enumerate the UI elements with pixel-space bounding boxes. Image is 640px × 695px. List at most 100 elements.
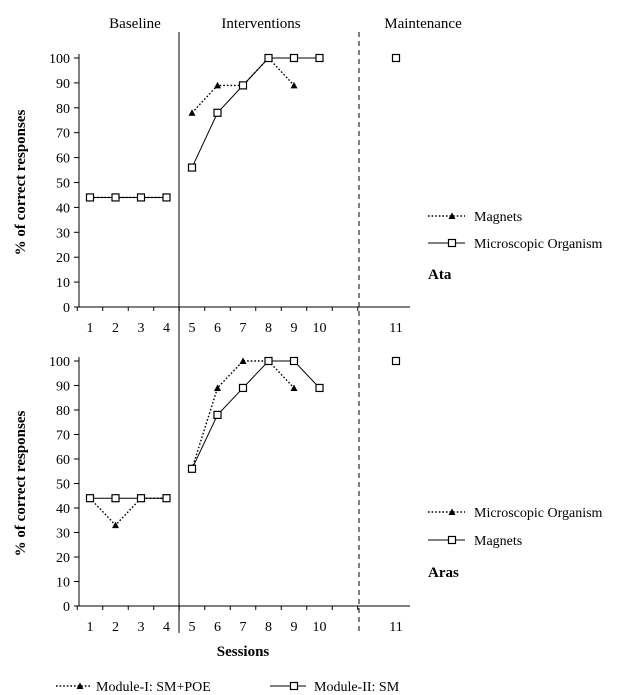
square-marker xyxy=(213,410,222,419)
square-marker xyxy=(85,494,95,503)
triangle-marker xyxy=(290,81,298,89)
participant-name: Aras xyxy=(428,565,459,581)
square-marker xyxy=(447,535,457,545)
square-marker xyxy=(238,81,248,90)
bottom-legend: Module-I: SM+POE Module-II: SM xyxy=(56,680,400,695)
square-marker xyxy=(187,163,197,172)
triangle-marker xyxy=(188,109,196,116)
x-tick-label: 5 xyxy=(189,620,196,635)
square-marker xyxy=(136,193,146,202)
y-tick-label: 10 xyxy=(56,276,70,291)
y-tick-label: 20 xyxy=(56,551,70,566)
panel-ata: 0 10 20 30 40 50 60 70 80 90 100 1 2 3 4 5 6 7 8 9 10 11 % of … xyxy=(13,52,603,336)
legend-entry: Microscopic Organism xyxy=(428,506,603,521)
x-tick-label: 4 xyxy=(163,620,170,635)
square-marker xyxy=(136,494,146,503)
y-tick-label: 70 xyxy=(56,127,70,142)
x-tick-label: 2 xyxy=(112,321,119,336)
square-marker xyxy=(391,53,401,63)
square-marker xyxy=(289,53,299,63)
triangle-marker xyxy=(76,682,84,689)
participant-name: Ata xyxy=(428,267,452,283)
y-tick-label: 60 xyxy=(56,152,70,167)
y-tick-label: 50 xyxy=(56,478,70,493)
x-tick-label: 9 xyxy=(291,620,298,635)
y-tick-label: 20 xyxy=(56,251,70,266)
square-marker xyxy=(111,494,120,503)
series-line xyxy=(89,497,167,527)
series-line xyxy=(191,360,295,470)
x-tick-label: 8 xyxy=(265,321,272,336)
square-marker xyxy=(85,193,95,202)
legend-entry: Magnets xyxy=(428,534,522,549)
legend-entry: Magnets xyxy=(428,210,522,225)
x-tick-label: 10 xyxy=(313,321,327,336)
square-marker xyxy=(289,681,299,691)
y-tick-label: 70 xyxy=(56,429,70,444)
triangle-marker xyxy=(214,384,221,391)
y-axis-label: % of correct responses xyxy=(13,411,29,557)
phase-label: Interventions xyxy=(221,16,300,32)
square-marker xyxy=(315,53,324,63)
square-marker xyxy=(111,193,120,202)
x-tick-label: 1 xyxy=(87,620,94,635)
square-marker xyxy=(213,108,222,117)
series-microscopic-organism xyxy=(86,357,400,529)
x-tick-label: 11 xyxy=(389,321,402,336)
legend-label: Magnets xyxy=(474,210,522,225)
y-tick-label: 80 xyxy=(56,404,70,419)
legend-label: Microscopic Organism xyxy=(474,237,603,252)
series-magnets xyxy=(85,356,401,503)
bottom-legend-entry: Module-II: SM xyxy=(270,680,400,695)
square-marker xyxy=(264,356,273,366)
series-line xyxy=(191,57,320,168)
x-tick-label: 8 xyxy=(265,620,272,635)
y-tick-label: 50 xyxy=(56,177,70,192)
square-marker xyxy=(447,238,457,248)
triangle-marker xyxy=(448,508,456,515)
y-tick-label: 90 xyxy=(56,77,70,92)
square-marker xyxy=(391,356,401,366)
x-tick-label: 11 xyxy=(389,620,402,635)
x-tick-label: 3 xyxy=(138,321,145,336)
square-marker xyxy=(162,494,171,503)
square-marker xyxy=(264,53,273,63)
y-tick-label: 30 xyxy=(56,527,70,542)
legend-label: Module-II: SM xyxy=(314,680,400,695)
square-marker xyxy=(162,193,171,202)
triangle-marker xyxy=(290,384,298,391)
x-tick-label: 2 xyxy=(112,620,119,635)
x-tick-label: 6 xyxy=(214,321,221,336)
x-tick-label: 1 xyxy=(87,321,94,336)
y-axis-label: % of correct responses xyxy=(13,110,29,256)
y-tick-label: 80 xyxy=(56,102,70,117)
y-tick-label: 40 xyxy=(56,201,70,216)
y-tick-label: 90 xyxy=(56,380,70,395)
phase-label: Maintenance xyxy=(384,16,462,32)
bottom-legend-entry: Module-I: SM+POE xyxy=(56,680,211,695)
triangle-marker xyxy=(214,81,221,89)
y-tick-label: 100 xyxy=(49,355,70,370)
y-tick-label: 60 xyxy=(56,453,70,468)
y-tick-label: 10 xyxy=(56,576,70,591)
x-tick-label: 9 xyxy=(291,321,298,336)
x-axis-label: Sessions xyxy=(217,644,270,660)
legend-label: Microscopic Organism xyxy=(474,506,603,521)
phase-change-lines xyxy=(178,32,360,633)
triangle-marker xyxy=(448,212,456,219)
square-marker xyxy=(289,356,299,366)
x-tick-label: 5 xyxy=(189,321,196,336)
panel-aras: 0 10 20 30 40 50 60 70 80 90 100 1 2 3 4 5 6 7 8 9 10 11 % of … xyxy=(13,355,603,635)
legend-label: Module-I: SM+POE xyxy=(96,680,211,695)
phase-label: Baseline xyxy=(109,16,161,32)
y-tick-label: 0 xyxy=(63,301,70,316)
y-tick-label: 100 xyxy=(49,52,70,67)
legend-label: Magnets xyxy=(474,534,522,549)
legend-entry: Microscopic Organism xyxy=(428,237,603,252)
x-tick-label: 7 xyxy=(240,321,247,336)
series-line xyxy=(191,56,295,114)
square-marker xyxy=(315,383,324,393)
x-tick-label: 6 xyxy=(214,620,221,635)
series-microscopic-organism xyxy=(85,53,401,202)
